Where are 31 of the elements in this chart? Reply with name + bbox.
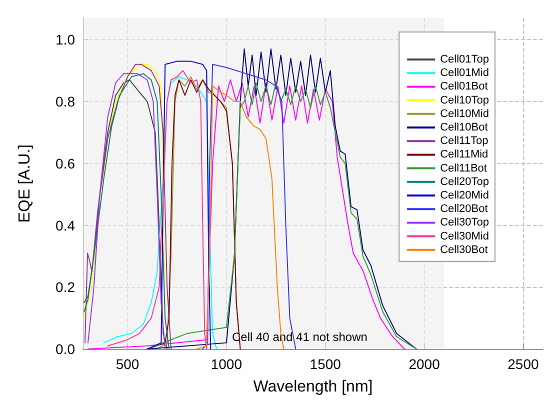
legend-label: Cell11Mid: [440, 148, 488, 161]
legend-label: Cell01Bot: [440, 80, 488, 93]
legend-label: Cell01Mid: [440, 67, 489, 80]
y-axis-title: EQE [A.U.]: [16, 144, 34, 223]
legend-label: Cell20Mid: [440, 190, 489, 202]
y-tick-label: 0.0: [56, 341, 76, 357]
y-tick-label: 1.0: [56, 32, 76, 48]
legend-label: Cell30Top: [440, 216, 489, 229]
legend-label: Cell30Bot: [440, 244, 488, 256]
line-series: [202, 64, 296, 350]
y-tick-label: 0.4: [56, 217, 76, 234]
x-tick-label: 1000: [210, 356, 242, 372]
legend-label: Cell10Mid: [440, 108, 489, 120]
x-tick-label: 500: [116, 356, 140, 372]
legend-label: Cell11Bot: [440, 162, 487, 174]
legend-label: Cell20Bot: [440, 203, 488, 216]
x-tick-label: 1500: [310, 356, 342, 372]
x-axis-title: Wavelength [nm]: [253, 378, 373, 396]
legend-label: Cell01Top: [440, 54, 489, 66]
x-tick-label: 2500: [508, 356, 539, 372]
legend-label: Cell11Top: [440, 135, 488, 148]
line-series: [146, 60, 212, 350]
y-tick-label: 0.2: [56, 279, 76, 296]
y-tick-label: 0.8: [56, 94, 76, 110]
line-series: [87, 79, 406, 350]
x-tick-label: 2000: [408, 356, 440, 372]
legend-label: Cell20Top: [440, 176, 489, 188]
legend-label: Cell10Top: [440, 94, 489, 106]
y-tick-label: 0.6: [56, 155, 76, 172]
legend-label: Cell10Bot: [440, 122, 488, 134]
legend-label: Cell30Mid: [440, 230, 489, 242]
